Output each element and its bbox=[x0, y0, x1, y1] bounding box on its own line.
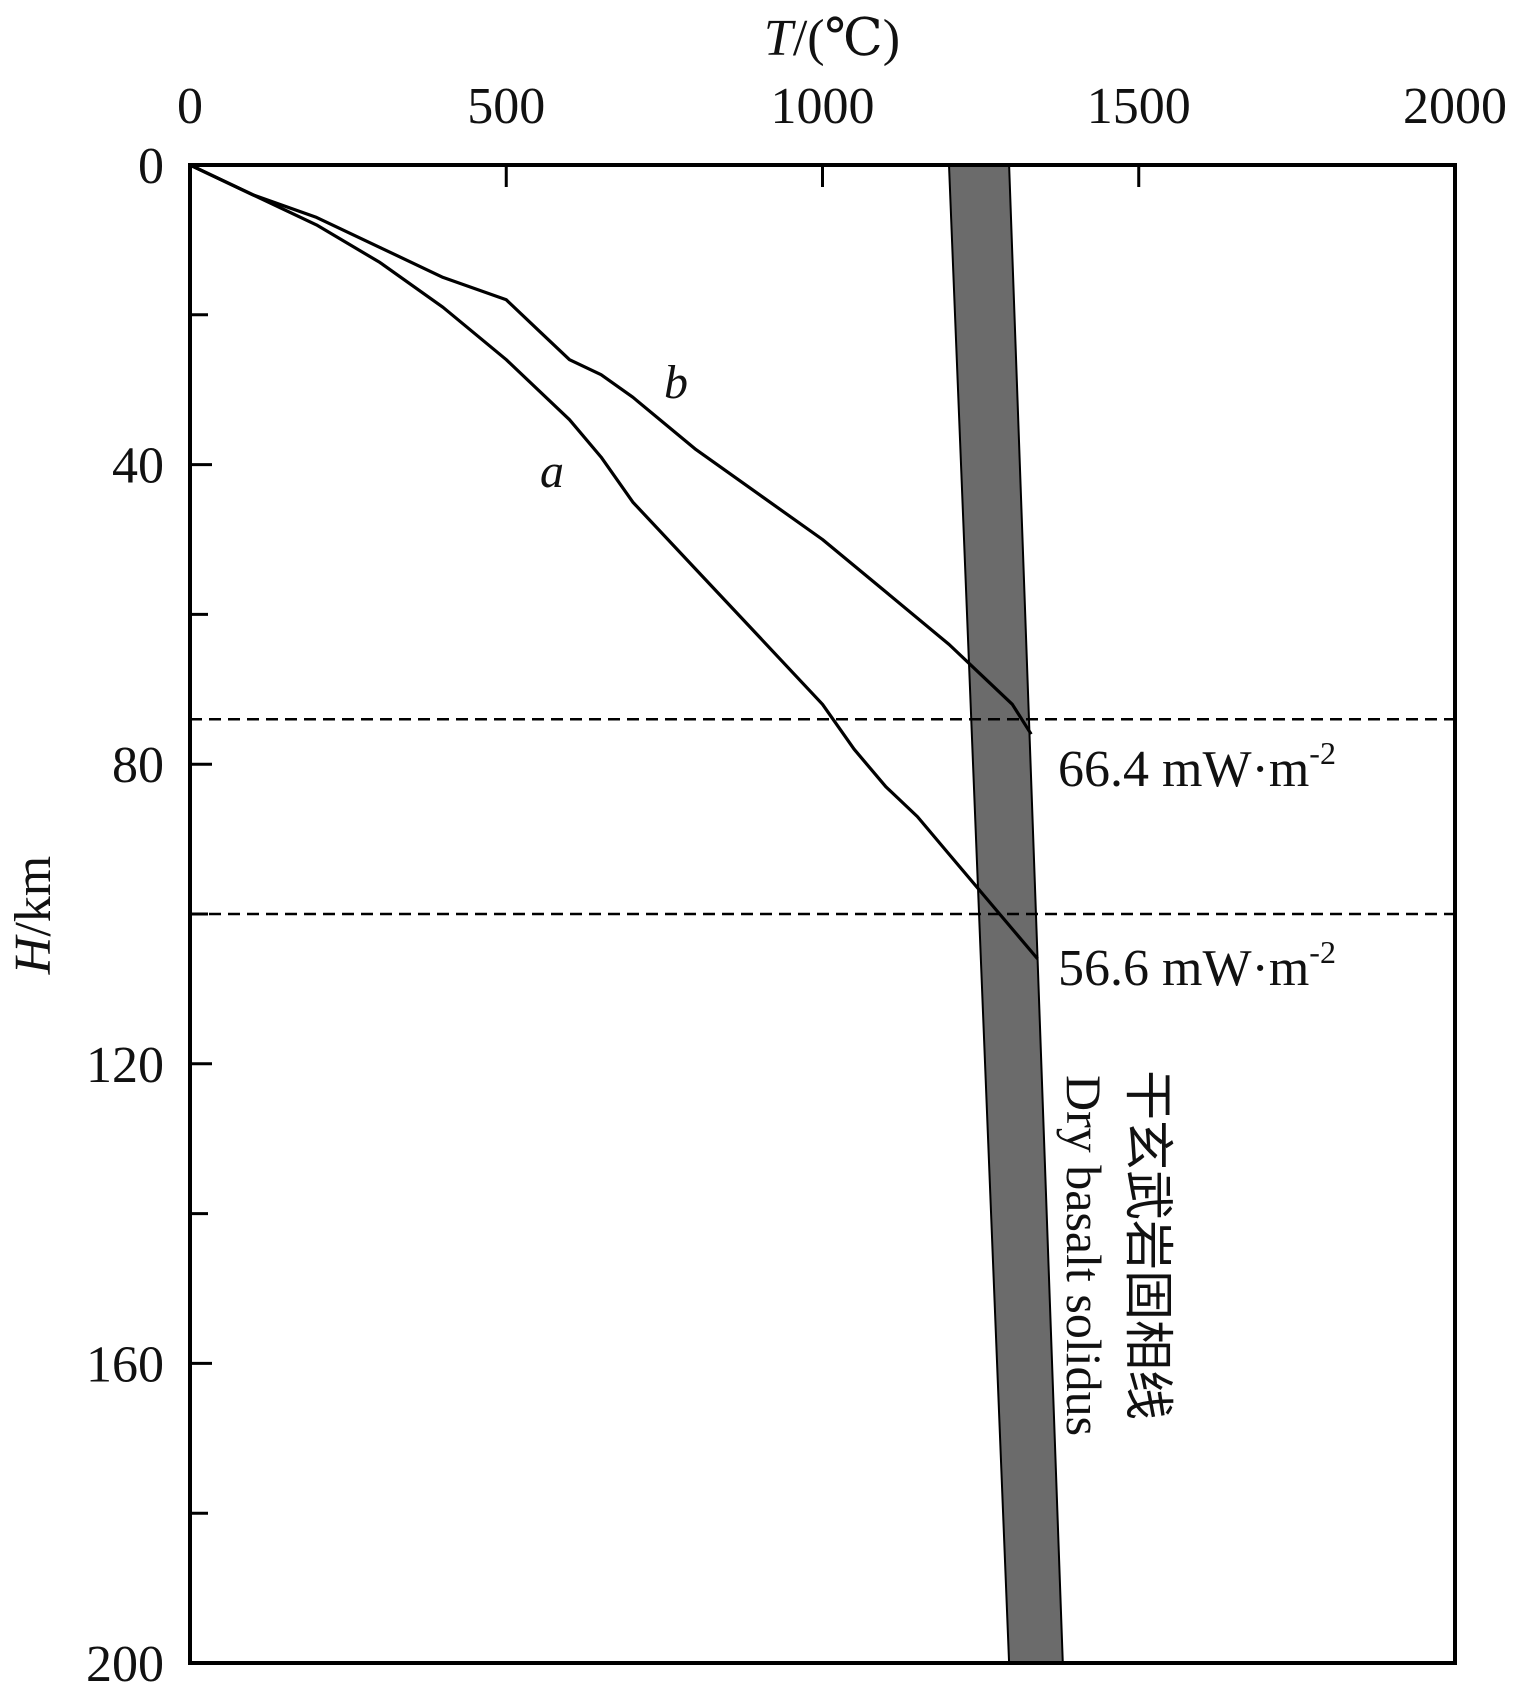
x-axis-unit: /(℃) bbox=[793, 10, 900, 67]
heat-flow-label-a: 56.6 mW·m-2 bbox=[1058, 934, 1336, 997]
solidus-label-cn: 干玄武岩固相线 bbox=[1120, 1070, 1176, 1420]
x-tick-label: 1000 bbox=[771, 78, 875, 135]
x-tick-label: 1500 bbox=[1087, 78, 1191, 135]
y-tick-label: 160 bbox=[86, 1336, 164, 1393]
y-axis-unit: /km bbox=[5, 856, 62, 937]
heat-flow-label-b: 66.4 mW·m-2 bbox=[1058, 735, 1336, 798]
reference-lines-layer bbox=[190, 718, 1455, 916]
y-axis-variable: H bbox=[5, 934, 62, 975]
heat-flow-exp-b: -2 bbox=[1309, 735, 1336, 771]
heat-flow-value-b: 66.4 mW·m bbox=[1058, 741, 1309, 798]
solidus-label-en: Dry basalt solidus bbox=[1056, 1075, 1112, 1436]
x-tick-label: 2000 bbox=[1403, 78, 1507, 135]
curve-label-a: a bbox=[540, 445, 564, 498]
y-axis-title: H/km bbox=[5, 856, 62, 975]
heat-flow-value-a: 56.6 mW·m bbox=[1058, 940, 1309, 997]
axis-ticks-layer: 0 500 1000 1500 2000 0 40 80 120 160 200 bbox=[86, 78, 1507, 1693]
x-axis-title: T/(℃) bbox=[764, 10, 900, 67]
x-axis-variable: T bbox=[764, 10, 796, 67]
geotherm-curve-a bbox=[189, 163, 1039, 960]
geotherm-curve-b bbox=[189, 163, 1033, 736]
geotherm-curves-layer bbox=[189, 163, 1039, 960]
x-tick-label: 0 bbox=[177, 78, 203, 135]
y-tick-label: 0 bbox=[138, 138, 164, 195]
y-tick-label: 200 bbox=[86, 1636, 164, 1693]
x-tick-label: 500 bbox=[467, 78, 545, 135]
y-tick-label: 80 bbox=[112, 737, 164, 794]
y-tick-label: 40 bbox=[112, 438, 164, 495]
curve-label-b: b bbox=[664, 356, 688, 409]
y-tick-label: 120 bbox=[86, 1037, 164, 1094]
heat-flow-exp-a: -2 bbox=[1309, 934, 1336, 970]
